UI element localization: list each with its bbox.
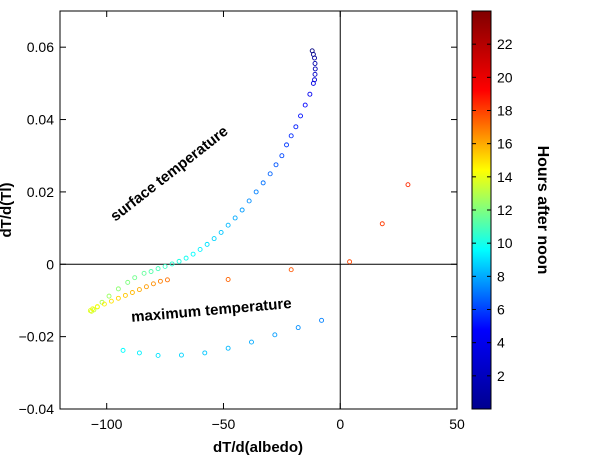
data-point <box>155 266 161 272</box>
data-point <box>288 267 294 273</box>
data-point <box>225 222 231 228</box>
data-point <box>249 339 254 345</box>
x-axis-title: dT/d(albedo) <box>213 439 303 456</box>
y-tick-label: 0.04 <box>27 112 54 128</box>
colorbar-tick-label: 12 <box>497 202 513 218</box>
data-point <box>136 350 142 356</box>
data-point <box>225 345 231 351</box>
x-axis-ticks: −100 −50 0 50 <box>91 11 465 432</box>
data-point <box>312 71 318 77</box>
colorbar-tick-label: 14 <box>497 169 513 185</box>
data-point <box>272 332 278 338</box>
data-point <box>284 142 289 148</box>
data-point <box>253 189 259 195</box>
data-point <box>143 284 149 290</box>
y-axis-title: dT/d(Tl) <box>0 183 15 238</box>
data-point <box>169 261 175 267</box>
data-point <box>225 277 231 282</box>
colorbar: 2 4 6 8 10 12 14 16 18 20 22 Hours after noon <box>471 10 551 410</box>
data-point <box>260 180 266 186</box>
data-point <box>211 236 217 242</box>
data-point <box>101 301 107 307</box>
annotation-maximum-temperature: maximum temperature <box>131 295 293 326</box>
x-tick-label: 50 <box>449 416 465 432</box>
data-point <box>293 124 299 130</box>
data-point <box>267 171 273 177</box>
data-point <box>125 279 131 285</box>
plot-frame <box>59 10 458 410</box>
colorbar-tick-label: 8 <box>497 268 505 284</box>
colorbar-tick-label: 4 <box>497 335 505 351</box>
data-point <box>298 113 303 119</box>
y-tick-label: 0.06 <box>27 39 54 55</box>
colorbar-title: Hours after noon <box>534 146 551 275</box>
colorbar-ticks: 2 4 6 8 10 12 14 16 18 20 22 <box>472 36 513 384</box>
data-point <box>183 255 189 261</box>
data-point <box>178 352 184 358</box>
data-point <box>232 215 238 221</box>
data-point <box>302 102 308 108</box>
colorbar-tick-label: 20 <box>497 69 513 85</box>
data-point <box>197 246 203 252</box>
data-point <box>190 251 196 257</box>
data-point <box>90 306 96 312</box>
data-point <box>162 263 168 269</box>
data-point <box>295 325 301 331</box>
data-point <box>106 293 112 299</box>
annotation-surface-temperature: surface temperature <box>107 123 231 225</box>
colorbar-tick-label: 22 <box>497 36 513 52</box>
data-point <box>94 304 100 310</box>
data-point <box>108 298 114 304</box>
data-point <box>319 317 325 323</box>
data-point <box>312 55 317 61</box>
data-point <box>129 290 135 295</box>
plot-area: surface temperature maximum temperature <box>59 10 458 410</box>
x-tick-label: −100 <box>91 416 123 432</box>
data-point <box>288 133 294 139</box>
y-axis-ticks: −0.04 −0.02 0 0.02 0.04 0.06 <box>19 39 457 417</box>
data-point <box>347 259 353 265</box>
y-tick-label: −0.02 <box>19 329 55 345</box>
data-point <box>155 353 161 358</box>
x-tick-label: −50 <box>212 416 236 432</box>
data-point <box>122 292 128 298</box>
colorbar-tick-label: 2 <box>497 368 505 384</box>
y-tick-label: 0 <box>46 256 54 272</box>
data-point <box>312 61 318 66</box>
data-point <box>307 91 313 97</box>
data-point <box>279 153 285 159</box>
data-point <box>204 241 210 247</box>
y-tick-label: 0.02 <box>27 184 54 200</box>
colorbar-tick-label: 10 <box>497 235 513 251</box>
colorbar-tick-label: 6 <box>497 302 505 318</box>
data-point <box>141 270 147 276</box>
data-point <box>273 162 279 168</box>
data-point <box>312 66 318 72</box>
x-tick-label: 0 <box>336 416 344 432</box>
data-point <box>136 287 142 293</box>
data-point <box>176 258 182 264</box>
data-point <box>164 277 170 283</box>
data-point <box>218 229 224 235</box>
scatter-points <box>87 48 411 358</box>
data-point <box>148 269 154 274</box>
y-tick-label: −0.04 <box>19 401 55 417</box>
data-point <box>239 207 245 213</box>
data-point <box>246 198 252 204</box>
data-point <box>202 350 208 356</box>
data-point <box>157 278 163 284</box>
colorbar-tick-label: 16 <box>497 136 513 152</box>
data-point <box>310 80 316 86</box>
colorbar-tick-label: 18 <box>497 103 513 119</box>
data-point <box>115 286 121 292</box>
data-point <box>405 182 411 188</box>
data-point <box>115 295 121 301</box>
data-point <box>150 281 156 287</box>
data-point <box>379 221 385 227</box>
data-point <box>132 275 138 281</box>
data-point <box>120 347 126 353</box>
